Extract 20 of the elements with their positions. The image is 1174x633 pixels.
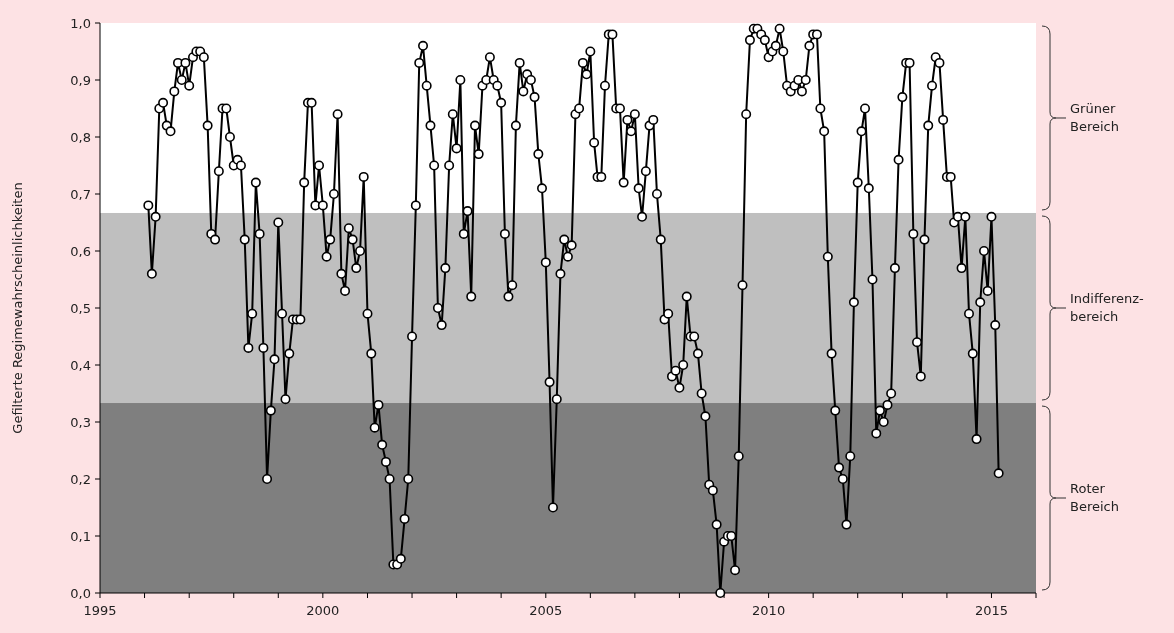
y-tick-label: 0,4 xyxy=(70,357,91,373)
y-tick-label: 0,2 xyxy=(70,471,91,487)
y-axis-title: Gefilterte Regimewahrscheinlichkeiten xyxy=(10,182,25,434)
y-tick-label: 0,3 xyxy=(70,414,91,430)
y-tick-label: 1,0 xyxy=(70,15,91,31)
y-tick-label: 0,6 xyxy=(70,243,91,259)
y-tick-label: 0,9 xyxy=(70,72,91,88)
y-tick-label: 0,8 xyxy=(70,129,91,145)
band-label: Grüner Bereich xyxy=(1070,100,1119,134)
band-label: Indifferenz- bereich xyxy=(1070,291,1145,324)
x-tick-label: 2010 xyxy=(752,603,786,618)
y-tick-label: 0,1 xyxy=(70,528,91,544)
x-tick-label: 2015 xyxy=(974,603,1008,618)
y-tick-label: 0,7 xyxy=(70,186,91,202)
y-tick-label: 0,0 xyxy=(70,585,91,601)
y-tick-label: 0,5 xyxy=(70,300,91,316)
x-tick-label: 2000 xyxy=(306,603,340,618)
x-tick-label: 1995 xyxy=(83,603,117,618)
band-label: Roter Bereich xyxy=(1070,481,1119,515)
x-tick-label: 2005 xyxy=(529,603,563,618)
